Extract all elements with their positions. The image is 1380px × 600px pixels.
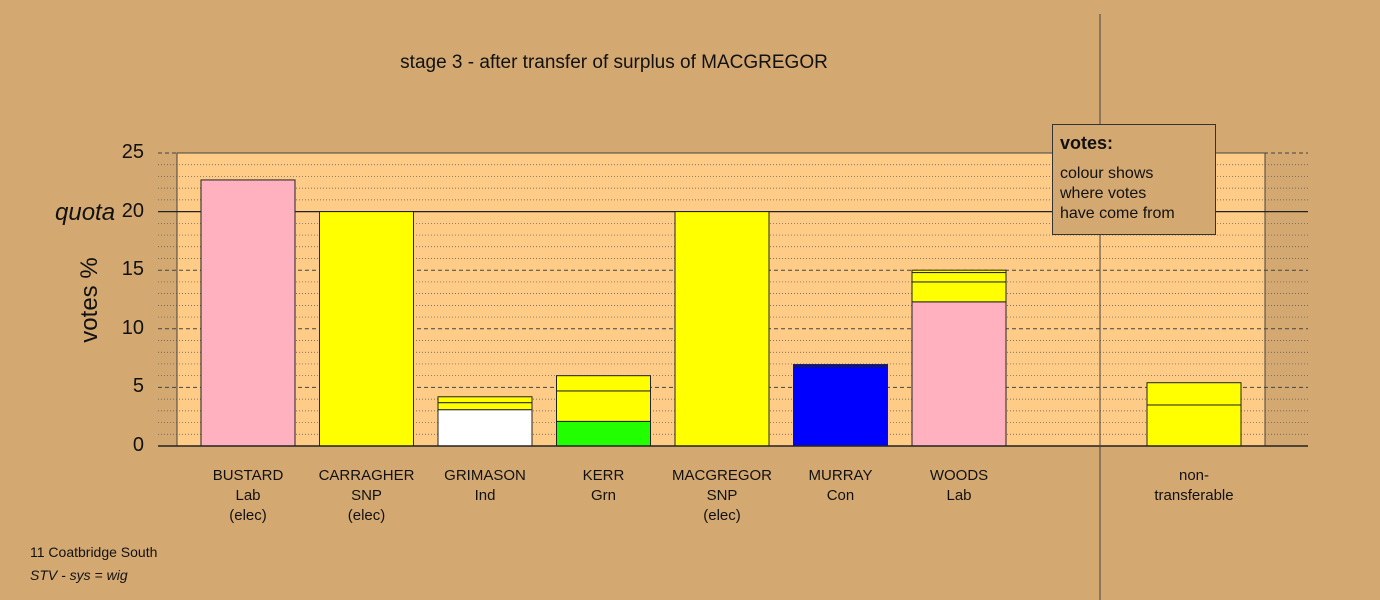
category-label-line: GRIMASON <box>444 467 526 484</box>
y-tick-label: 15 <box>121 258 144 281</box>
legend-line: colour shows <box>1060 165 1154 182</box>
category-label-line: Grn <box>590 487 616 504</box>
category-label-line: Lab <box>946 487 972 504</box>
footer-system: STV - sys = wig <box>30 567 128 583</box>
category-label-line: SNP <box>706 487 738 504</box>
bar-segment <box>911 281 1007 303</box>
bar-segment <box>319 211 414 447</box>
y-axis-label: votes % <box>76 257 103 343</box>
category-label: CARRAGHER SNP (elec) <box>319 466 415 526</box>
category-label-line: transferable <box>1154 487 1234 504</box>
category-label-line: non- <box>1178 467 1210 484</box>
bar-segment <box>437 402 533 411</box>
category-label: KERR Grn <box>583 466 625 506</box>
bar-segment <box>556 420 651 447</box>
bar-segment <box>911 269 1007 274</box>
y-tick-label: 5 <box>132 375 144 398</box>
legend-title: votes: <box>1060 133 1114 153</box>
y-tick-label: 10 <box>121 316 144 339</box>
category-label-line: Ind <box>474 487 496 504</box>
category-label: non-transferable <box>1154 466 1233 506</box>
category-label-line: SNP <box>351 487 382 504</box>
bar-segment <box>793 364 888 367</box>
bar-segment <box>793 365 888 447</box>
category-label-line: Lab <box>235 487 261 504</box>
category-label-line: (elec) <box>347 507 386 524</box>
category-label-line: BUSTARD <box>212 467 284 484</box>
category-label: MACGREGOR SNP (elec) <box>672 466 772 526</box>
chart-title: stage 3 - after transfer of surplus of M… <box>400 52 828 73</box>
y-tick-label: 25 <box>121 141 144 163</box>
legend-line: have come from <box>1060 205 1175 222</box>
legend-box: votes: colour shows where votes have com… <box>1052 124 1216 235</box>
category-label-line: WOODS <box>929 467 989 484</box>
category-label: GRIMASON Ind <box>444 466 526 506</box>
bar-segment-nontransferable <box>1146 404 1242 447</box>
y-tick-label: 20 <box>121 199 144 222</box>
category-label-line: (elec) <box>229 507 267 524</box>
category-label-line: MURRAY <box>808 467 873 484</box>
bar-segment <box>674 211 770 447</box>
category-label-line: KERR <box>582 467 625 484</box>
bar-segment-nontransferable <box>1146 382 1242 406</box>
bar-segment <box>437 409 533 447</box>
legend-line: where votes <box>1060 185 1147 202</box>
bar-segment <box>200 179 296 447</box>
category-label: WOODS Lab <box>930 466 988 506</box>
quota-label: quota <box>55 199 116 226</box>
bar-segment <box>556 390 651 422</box>
bar-segment <box>911 301 1007 447</box>
footer-area: 11 Coatbridge South <box>30 544 158 560</box>
bar-segment <box>911 272 1007 283</box>
category-label-line: (elec) <box>703 507 741 524</box>
category-label-line: MACGREGOR <box>671 467 773 484</box>
y-tick-label: 0 <box>132 434 144 456</box>
category-label: BUSTARD Lab (elec) <box>213 466 284 526</box>
bar-segment <box>437 396 533 404</box>
category-label: MURRAY Con <box>809 466 873 506</box>
bar-segment <box>556 375 651 392</box>
category-label-line: CARRAGHER <box>318 467 415 484</box>
category-label-line: Con <box>826 487 855 504</box>
